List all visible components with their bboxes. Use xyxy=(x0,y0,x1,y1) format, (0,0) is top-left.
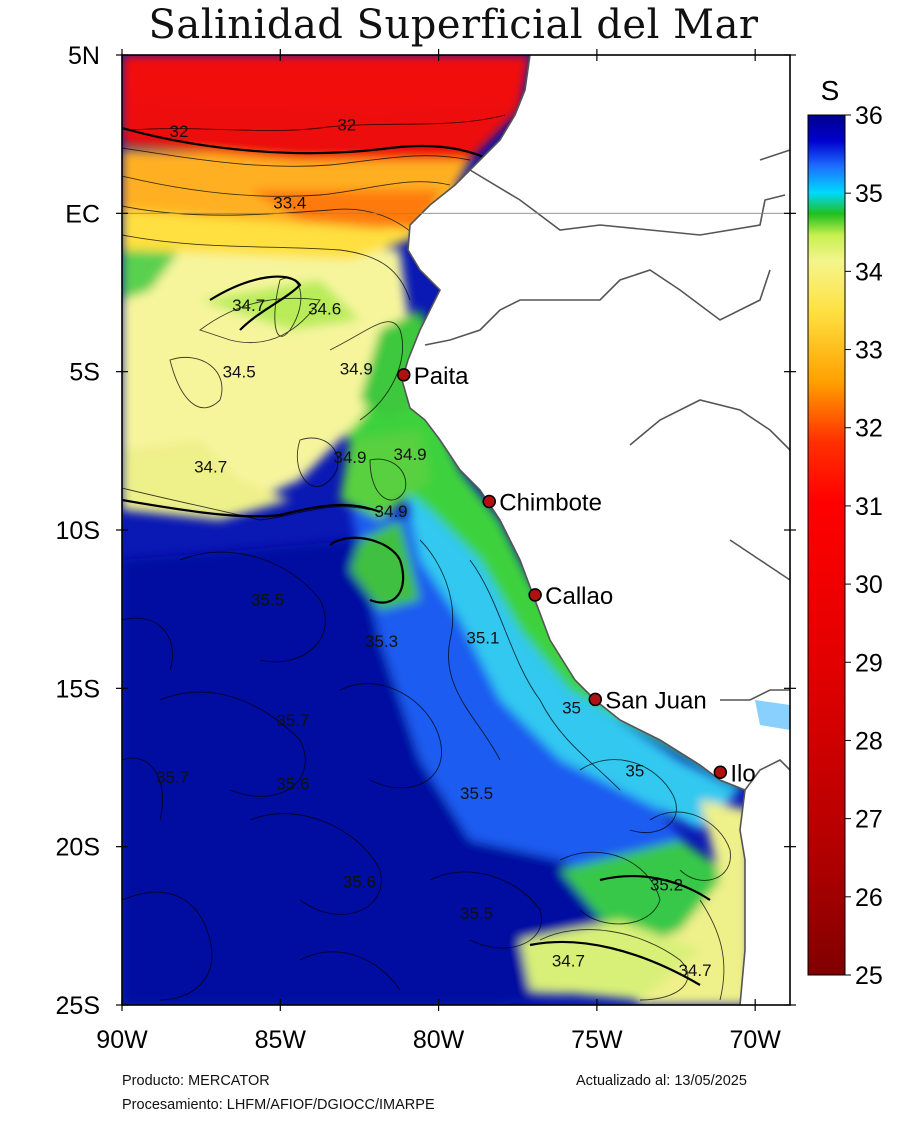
contour-label: 32 xyxy=(337,116,356,135)
contour-label: 35.3 xyxy=(365,632,398,651)
y-tick-label: 25S xyxy=(56,992,100,1020)
colorbar-tick-label: 27 xyxy=(855,806,883,834)
colorbar-tick-label: 31 xyxy=(855,493,883,521)
contour-label: 35.6 xyxy=(276,774,309,793)
city-label: Chimbote xyxy=(499,490,602,517)
y-tick-label: 20S xyxy=(56,834,100,862)
colorbar-tick-label: 32 xyxy=(855,415,883,443)
contour-label: 34.7 xyxy=(552,952,585,971)
contour-label: 35.5 xyxy=(460,904,493,923)
city-label: Ilo xyxy=(730,760,755,787)
contour-label: 35 xyxy=(625,762,644,781)
city-markers: Paita Chimbote Callao San Juan Ilo xyxy=(397,363,756,787)
credit-processing: Procesamiento: LHFM/AFIOF/DGIOCC/IMARPE xyxy=(122,1097,435,1113)
contour-label: 35.6 xyxy=(343,873,376,892)
land-mass xyxy=(401,54,791,1006)
y-tick-label: EC xyxy=(65,200,100,228)
colorbar-tick-label: 29 xyxy=(855,649,883,677)
x-tick-label: 70W xyxy=(729,1026,781,1054)
update-date: Actualizado al: 13/05/2025 xyxy=(576,1073,747,1089)
contour-label: 34.9 xyxy=(394,445,427,464)
city-marker xyxy=(397,368,411,382)
x-tick-label: 85W xyxy=(255,1026,307,1054)
colorbar-ticks: 36 35 34 33 32 31 30 29 28 27 26 25 xyxy=(845,102,883,990)
city-marker xyxy=(588,692,603,707)
contour-label: 34.7 xyxy=(232,296,265,315)
city-marker xyxy=(713,765,728,779)
city-label: San Juan xyxy=(605,687,706,714)
x-tick-label: 75W xyxy=(571,1026,623,1054)
y-tick-label: 15S xyxy=(56,675,100,703)
contour-label: 34.7 xyxy=(194,458,227,477)
contour-label: 35.5 xyxy=(251,591,284,610)
city-label: Paita xyxy=(414,363,469,390)
colorbar-tick-label: 25 xyxy=(855,962,883,990)
x-tick-label: 80W xyxy=(413,1026,465,1054)
colorbar-label: S xyxy=(821,75,840,106)
city-marker xyxy=(482,494,496,509)
axis-ticks: 5N EC 5S 10S 15S 20S 25S 90W 85W 80W 75W 70W xyxy=(56,42,796,1054)
colorbar-tick-label: 35 xyxy=(855,180,883,208)
contour-label: 35 xyxy=(562,698,581,717)
contour-label: 34.7 xyxy=(678,961,711,980)
contour-label: 34.9 xyxy=(375,502,408,521)
city-marker xyxy=(528,588,542,602)
credit-product: Producto: MERCATOR xyxy=(122,1073,270,1089)
y-tick-label: 5N xyxy=(68,42,100,70)
city-label: Callao xyxy=(545,583,613,610)
colorbar-gradient xyxy=(807,114,846,976)
contour-label: 32 xyxy=(170,122,189,141)
y-tick-label: 10S xyxy=(56,517,100,545)
contour-label: 35.1 xyxy=(466,629,499,648)
contour-label: 34.5 xyxy=(223,363,256,382)
colorbar-tick-label: 28 xyxy=(855,727,883,755)
contour-labels: 32 32 33.4 34.7 34.6 34.5 34.9 34.7 34.9 34.9 34.9… xyxy=(156,116,711,981)
colorbar-tick-label: 34 xyxy=(855,258,883,286)
contour-label: 34.9 xyxy=(340,360,373,379)
contour-label: 35.5 xyxy=(460,784,493,803)
map-title: Salinidad Superficial del Mar xyxy=(148,2,759,48)
colorbar-tick-label: 33 xyxy=(855,337,883,365)
contour-label: 35.7 xyxy=(156,768,189,787)
colorbar-tick-label: 26 xyxy=(855,884,883,912)
x-tick-label: 90W xyxy=(96,1026,148,1054)
contour-label: 34.9 xyxy=(333,448,366,467)
colorbar: S 36 35 34 33 32 31 30 29 28 27 26 25 xyxy=(807,75,883,990)
y-tick-label: 5S xyxy=(69,359,100,387)
colorbar-tick-label: 36 xyxy=(855,102,883,130)
contour-label: 33.4 xyxy=(273,193,306,212)
colorbar-tick-label: 30 xyxy=(855,571,883,599)
contour-label: 35.2 xyxy=(650,876,683,895)
contour-label: 34.6 xyxy=(308,299,341,318)
contour-label: 35.7 xyxy=(276,711,309,730)
